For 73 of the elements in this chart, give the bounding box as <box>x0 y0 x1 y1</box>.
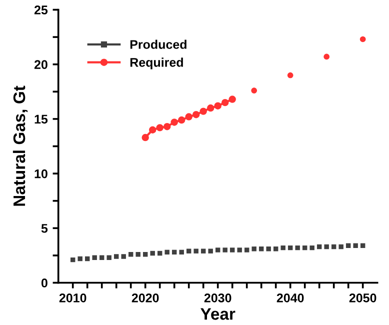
point <box>360 243 366 248</box>
point <box>206 104 214 112</box>
point <box>346 243 351 248</box>
point <box>338 244 344 250</box>
y-tick-label: 15 <box>34 114 48 124</box>
point <box>150 250 155 256</box>
point <box>288 245 293 250</box>
point <box>316 244 322 250</box>
point <box>214 102 222 110</box>
point <box>164 250 170 255</box>
point <box>353 243 358 248</box>
point <box>324 244 329 250</box>
point <box>200 248 206 254</box>
point <box>287 72 294 78</box>
point <box>114 254 119 259</box>
point <box>185 113 192 120</box>
point <box>142 252 148 257</box>
point <box>84 256 90 262</box>
point <box>170 118 178 126</box>
point <box>221 98 229 106</box>
point <box>92 255 97 260</box>
x-tick-label: 2040 <box>276 293 304 302</box>
point <box>194 248 198 254</box>
point <box>360 36 366 42</box>
point <box>200 108 207 115</box>
y-tick-label: 25 <box>34 6 48 14</box>
point <box>179 250 184 255</box>
point <box>172 250 177 255</box>
legend-label: Produced <box>130 40 186 49</box>
point <box>310 245 314 250</box>
point <box>252 246 256 252</box>
legend-label: Required <box>130 58 183 70</box>
point <box>258 246 264 252</box>
point <box>121 254 126 259</box>
y-tick-label: 0 <box>41 278 48 288</box>
point <box>228 96 236 103</box>
x-axis-title: Year <box>200 308 236 320</box>
point <box>178 116 186 124</box>
x-tick-label: 2020 <box>132 293 159 302</box>
point <box>280 245 286 250</box>
point <box>295 245 300 250</box>
point <box>78 256 82 262</box>
point <box>99 255 104 260</box>
point <box>106 255 112 260</box>
point <box>142 134 149 142</box>
point <box>148 126 156 134</box>
y-tick-label: 5 <box>41 224 48 233</box>
point <box>302 245 308 250</box>
point <box>215 248 220 252</box>
point <box>208 248 213 254</box>
point <box>237 248 242 252</box>
point <box>244 248 250 252</box>
point <box>331 244 336 250</box>
point <box>222 248 228 252</box>
point <box>128 252 134 257</box>
point <box>273 246 278 252</box>
point <box>266 246 271 252</box>
point <box>70 257 76 262</box>
point <box>230 248 235 252</box>
point <box>163 122 171 130</box>
point <box>157 250 162 256</box>
point <box>156 124 164 132</box>
point <box>324 54 330 60</box>
y-tick-label: 10 <box>34 169 48 178</box>
point <box>136 252 140 257</box>
x-tick-label: 2010 <box>59 293 86 302</box>
point <box>186 248 192 254</box>
x-tick-label: 2050 <box>349 293 376 302</box>
point <box>251 88 258 94</box>
x-tick-label: 2030 <box>204 293 232 302</box>
y-tick-label: 20 <box>34 60 48 69</box>
point <box>192 110 200 118</box>
y-axis-title: Natural Gas, Gt <box>12 86 28 206</box>
